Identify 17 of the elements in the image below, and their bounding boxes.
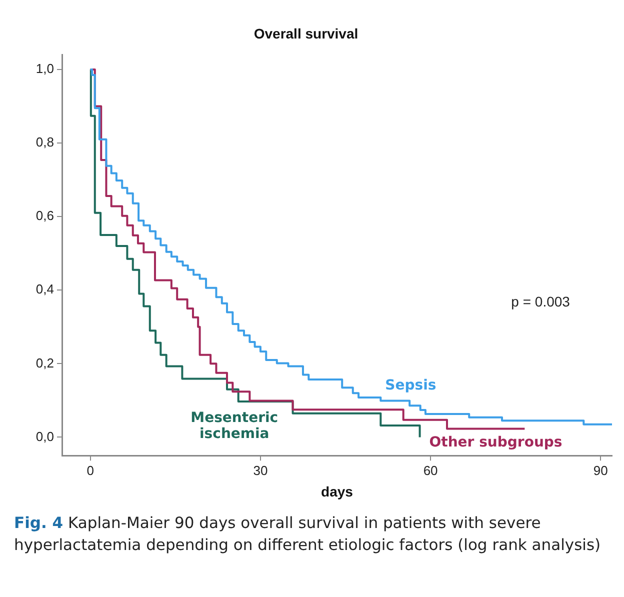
y-tick-label: 0,2 [36,355,54,370]
y-tick-label: 0,6 [36,208,54,224]
caption: Fig. 4 Kaplan-Maier 90 days overall survival in patients with severe hyperlactatemia depending on different etiologic factors (log rank analysis) [14,514,601,554]
x-tick-label: 60 [423,462,438,478]
x-axis-title: days [321,483,354,500]
x-tick-label: 0 [86,462,94,478]
series-label: Other subgroups [429,434,562,451]
annotation: p = 0.003 [511,293,570,310]
y-tick-label: 1,0 [36,61,54,76]
series-label: Mesenteric ischemia [190,410,278,442]
x-tick-label: 90 [593,462,608,478]
y-tick-label: 0,4 [36,282,54,297]
x-tick-label: 30 [253,462,268,478]
y-tick-label: 0,8 [36,134,54,150]
chart-title: Overall survival [254,25,358,42]
series-label: Sepsis [385,378,436,394]
y-tick-label: 0,0 [36,428,54,444]
